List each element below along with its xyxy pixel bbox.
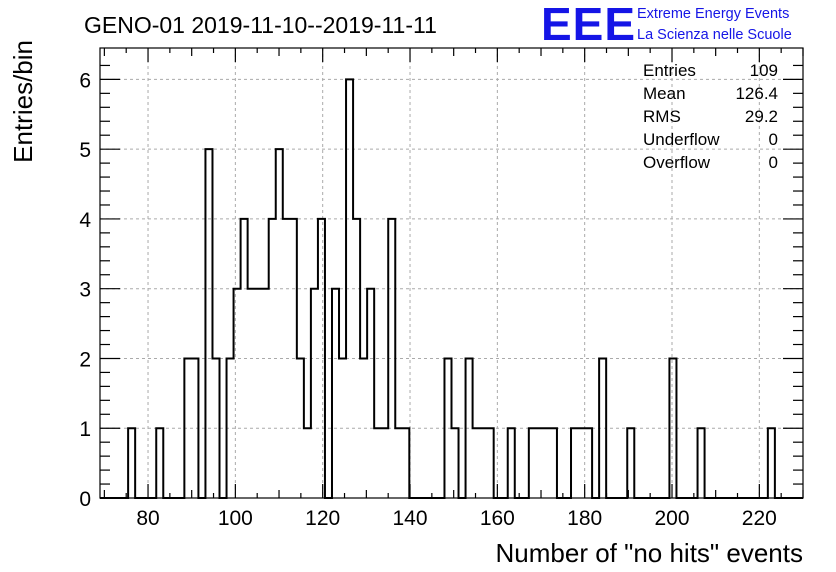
stats-box: Entries 109 Mean 126.4 RMS 29.2 Underflow 0 Over… <box>643 61 778 172</box>
axis-ticks <box>100 48 804 499</box>
stats-label: Entries <box>643 61 696 80</box>
stats-label: Mean <box>643 84 686 103</box>
y-tick-label: 6 <box>79 69 91 92</box>
stats-value: 29.2 <box>745 107 778 126</box>
x-tick-label: 180 <box>567 507 602 530</box>
chart-title: GENO-01 2019-11-10--2019-11-11 <box>84 12 437 38</box>
stats-value: 109 <box>750 61 778 80</box>
grid-lines <box>100 48 803 498</box>
y-tick-label: 4 <box>79 209 91 232</box>
plot-frame <box>99 47 804 499</box>
y-tick-labels: 0 1 2 3 4 5 6 <box>79 69 91 511</box>
x-tick-label: 100 <box>218 507 253 530</box>
x-tick-label: 80 <box>136 507 159 530</box>
y-axis-title: Entries/bin <box>8 40 38 163</box>
y-tick-label: 5 <box>79 139 91 162</box>
stats-label: RMS <box>643 107 681 126</box>
logo-mark: EEE <box>541 0 636 50</box>
logo-line-2: La Scienza nelle Scuole <box>637 27 792 43</box>
y-tick-label: 3 <box>79 279 91 302</box>
x-tick-label: 140 <box>392 507 427 530</box>
stats-value: 0 <box>769 153 778 172</box>
eee-logo: EEE Extreme Energy Events La Scienza nel… <box>541 0 792 50</box>
y-tick-label: 2 <box>79 348 91 371</box>
x-tick-labels: 80 100 120 140 160 180 200 220 <box>136 507 777 530</box>
y-tick-label: 1 <box>79 418 91 441</box>
x-tick-label: 200 <box>654 507 689 530</box>
stats-value: 126.4 <box>735 84 778 103</box>
x-tick-label: 160 <box>480 507 515 530</box>
stats-value: 0 <box>769 130 778 149</box>
stats-label: Underflow <box>643 130 720 149</box>
stats-label: Overflow <box>643 153 711 172</box>
logo-line-1: Extreme Energy Events <box>637 6 789 22</box>
x-tick-label: 120 <box>305 507 340 530</box>
x-tick-label: 220 <box>742 507 777 530</box>
x-axis-title: Number of "no hits" events <box>496 538 804 568</box>
y-tick-label: 0 <box>79 488 91 511</box>
